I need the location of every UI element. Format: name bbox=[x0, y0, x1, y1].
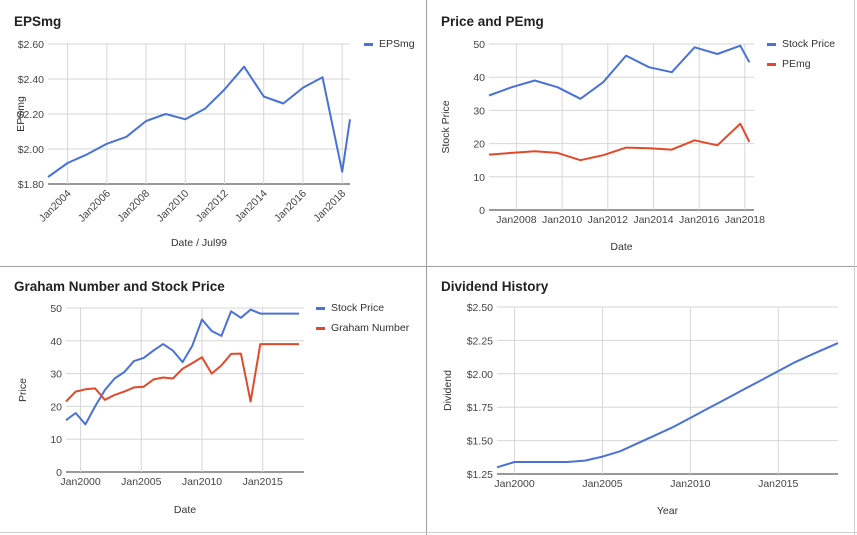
y-axis-title: EPSmg bbox=[15, 96, 27, 132]
x-tick-label: Jan2008 bbox=[115, 188, 152, 225]
chart-svg: Graham Number and Stock Price 0 10 20 30 40 50… bbox=[14, 279, 410, 516]
x-tick-label: Jan2012 bbox=[588, 214, 628, 226]
y-tick-label: $2.25 bbox=[467, 335, 493, 347]
chart-title: Price and PEmg bbox=[441, 14, 544, 29]
legend-swatch bbox=[767, 43, 776, 46]
x-tick-label: Jan2014 bbox=[633, 214, 673, 226]
y-tick-label: $1.25 bbox=[467, 469, 493, 481]
legend-swatch bbox=[364, 43, 373, 46]
y-tick-label: 10 bbox=[50, 434, 62, 446]
y-tick-label: 30 bbox=[473, 105, 485, 117]
legend-label: Graham Number bbox=[331, 322, 410, 334]
y-axis-title: Stock Price bbox=[440, 100, 452, 153]
chart-panel-epsmg: EPSmg $1.80 $2.00 $2.20 $2.40 $2.60 Jan2004 Jan… bbox=[0, 0, 426, 266]
chart-svg: Price and PEmg 0 10 20 30 40 50 Jan2008 Jan2010 J… bbox=[440, 14, 835, 253]
x-tick-label: Jan2005 bbox=[121, 476, 161, 488]
x-tick-label: Jan2018 bbox=[311, 188, 348, 225]
y-tick-label: $2.40 bbox=[18, 74, 44, 86]
x-tick-label: Jan2014 bbox=[233, 188, 270, 225]
chart-panel-dividend-history: Dividend History $1.25 $1.50 $1.75 $2.00 $2.2… bbox=[427, 267, 854, 532]
y-tick-label: 20 bbox=[473, 139, 485, 151]
x-tick-label: Jan2015 bbox=[243, 476, 283, 488]
x-tick-label: Jan2015 bbox=[758, 478, 798, 490]
y-tick-label: $2.60 bbox=[18, 39, 44, 51]
legend-swatch bbox=[316, 307, 325, 310]
x-tick-label: Jan2006 bbox=[76, 188, 113, 225]
y-tick-label: 0 bbox=[56, 467, 62, 479]
x-tick-label: Jan2000 bbox=[60, 476, 100, 488]
x-axis-title: Year bbox=[657, 505, 679, 517]
legend-label: Stock Price bbox=[331, 302, 384, 314]
y-tick-label: $2.00 bbox=[18, 144, 44, 156]
series-line bbox=[65, 343, 300, 403]
chart-svg: Dividend History $1.25 $1.50 $1.75 $2.00 $2.2… bbox=[441, 279, 839, 517]
series-line bbox=[496, 342, 839, 469]
y-tick-label: 40 bbox=[50, 336, 62, 348]
series-line bbox=[65, 308, 300, 426]
legend-swatch bbox=[767, 63, 776, 66]
y-axis-title: Price bbox=[17, 378, 29, 402]
y-tick-label: $1.80 bbox=[18, 179, 44, 191]
panel-border-right bbox=[854, 0, 855, 535]
x-tick-label: Jan2008 bbox=[496, 214, 536, 226]
x-tick-label: Jan2004 bbox=[37, 188, 74, 225]
legend-label: PEmg bbox=[782, 58, 811, 70]
y-tick-label: 40 bbox=[473, 72, 485, 84]
panel-divider-vertical bbox=[426, 0, 427, 535]
y-tick-label: 10 bbox=[473, 172, 485, 184]
x-tick-label: Jan2010 bbox=[670, 478, 710, 490]
x-tick-label: Jan2016 bbox=[679, 214, 719, 226]
x-tick-label: Jan2010 bbox=[154, 188, 191, 225]
y-tick-label: $1.75 bbox=[467, 402, 493, 414]
y-tick-label: 50 bbox=[50, 303, 62, 315]
legend-swatch bbox=[316, 327, 325, 330]
chart-title: Dividend History bbox=[441, 279, 549, 294]
x-tick-label: Jan2005 bbox=[582, 478, 622, 490]
y-tick-label: 50 bbox=[473, 39, 485, 51]
y-tick-label: $2.20 bbox=[18, 109, 44, 121]
x-tick-label: Jan2010 bbox=[542, 214, 582, 226]
chart-panel-price-pemg: Price and PEmg 0 10 20 30 40 50 Jan2008 Jan2010 J… bbox=[427, 0, 854, 266]
x-axis-title: Date bbox=[610, 241, 632, 253]
y-tick-label: $1.50 bbox=[467, 436, 493, 448]
x-tick-label: Jan2000 bbox=[494, 478, 534, 490]
chart-panel-graham-number: Graham Number and Stock Price 0 10 20 30 40 50… bbox=[0, 267, 426, 532]
panel-border-bottom bbox=[0, 532, 857, 533]
panel-divider-horizontal bbox=[0, 266, 857, 267]
x-axis-title: Date bbox=[174, 504, 196, 516]
legend-label: Stock Price bbox=[782, 38, 835, 50]
y-tick-label: $2.00 bbox=[467, 369, 493, 381]
y-tick-label: $2.50 bbox=[467, 302, 493, 314]
legend-label: EPSmg bbox=[379, 38, 415, 50]
y-axis-title: Dividend bbox=[442, 370, 454, 411]
y-tick-label: 20 bbox=[50, 401, 62, 413]
x-axis-title: Date / Jul99 bbox=[171, 237, 227, 249]
x-tick-label: Jan2012 bbox=[194, 188, 231, 225]
series-line bbox=[47, 65, 351, 178]
chart-title: Graham Number and Stock Price bbox=[14, 279, 225, 294]
series-line bbox=[488, 44, 751, 100]
x-tick-label: Jan2018 bbox=[725, 214, 765, 226]
series-line bbox=[488, 122, 751, 162]
x-tick-label: Jan2016 bbox=[272, 188, 309, 225]
y-tick-label: 30 bbox=[50, 369, 62, 381]
chart-title: EPSmg bbox=[14, 14, 61, 29]
y-tick-label: 0 bbox=[479, 205, 485, 217]
x-tick-label: Jan2010 bbox=[182, 476, 222, 488]
